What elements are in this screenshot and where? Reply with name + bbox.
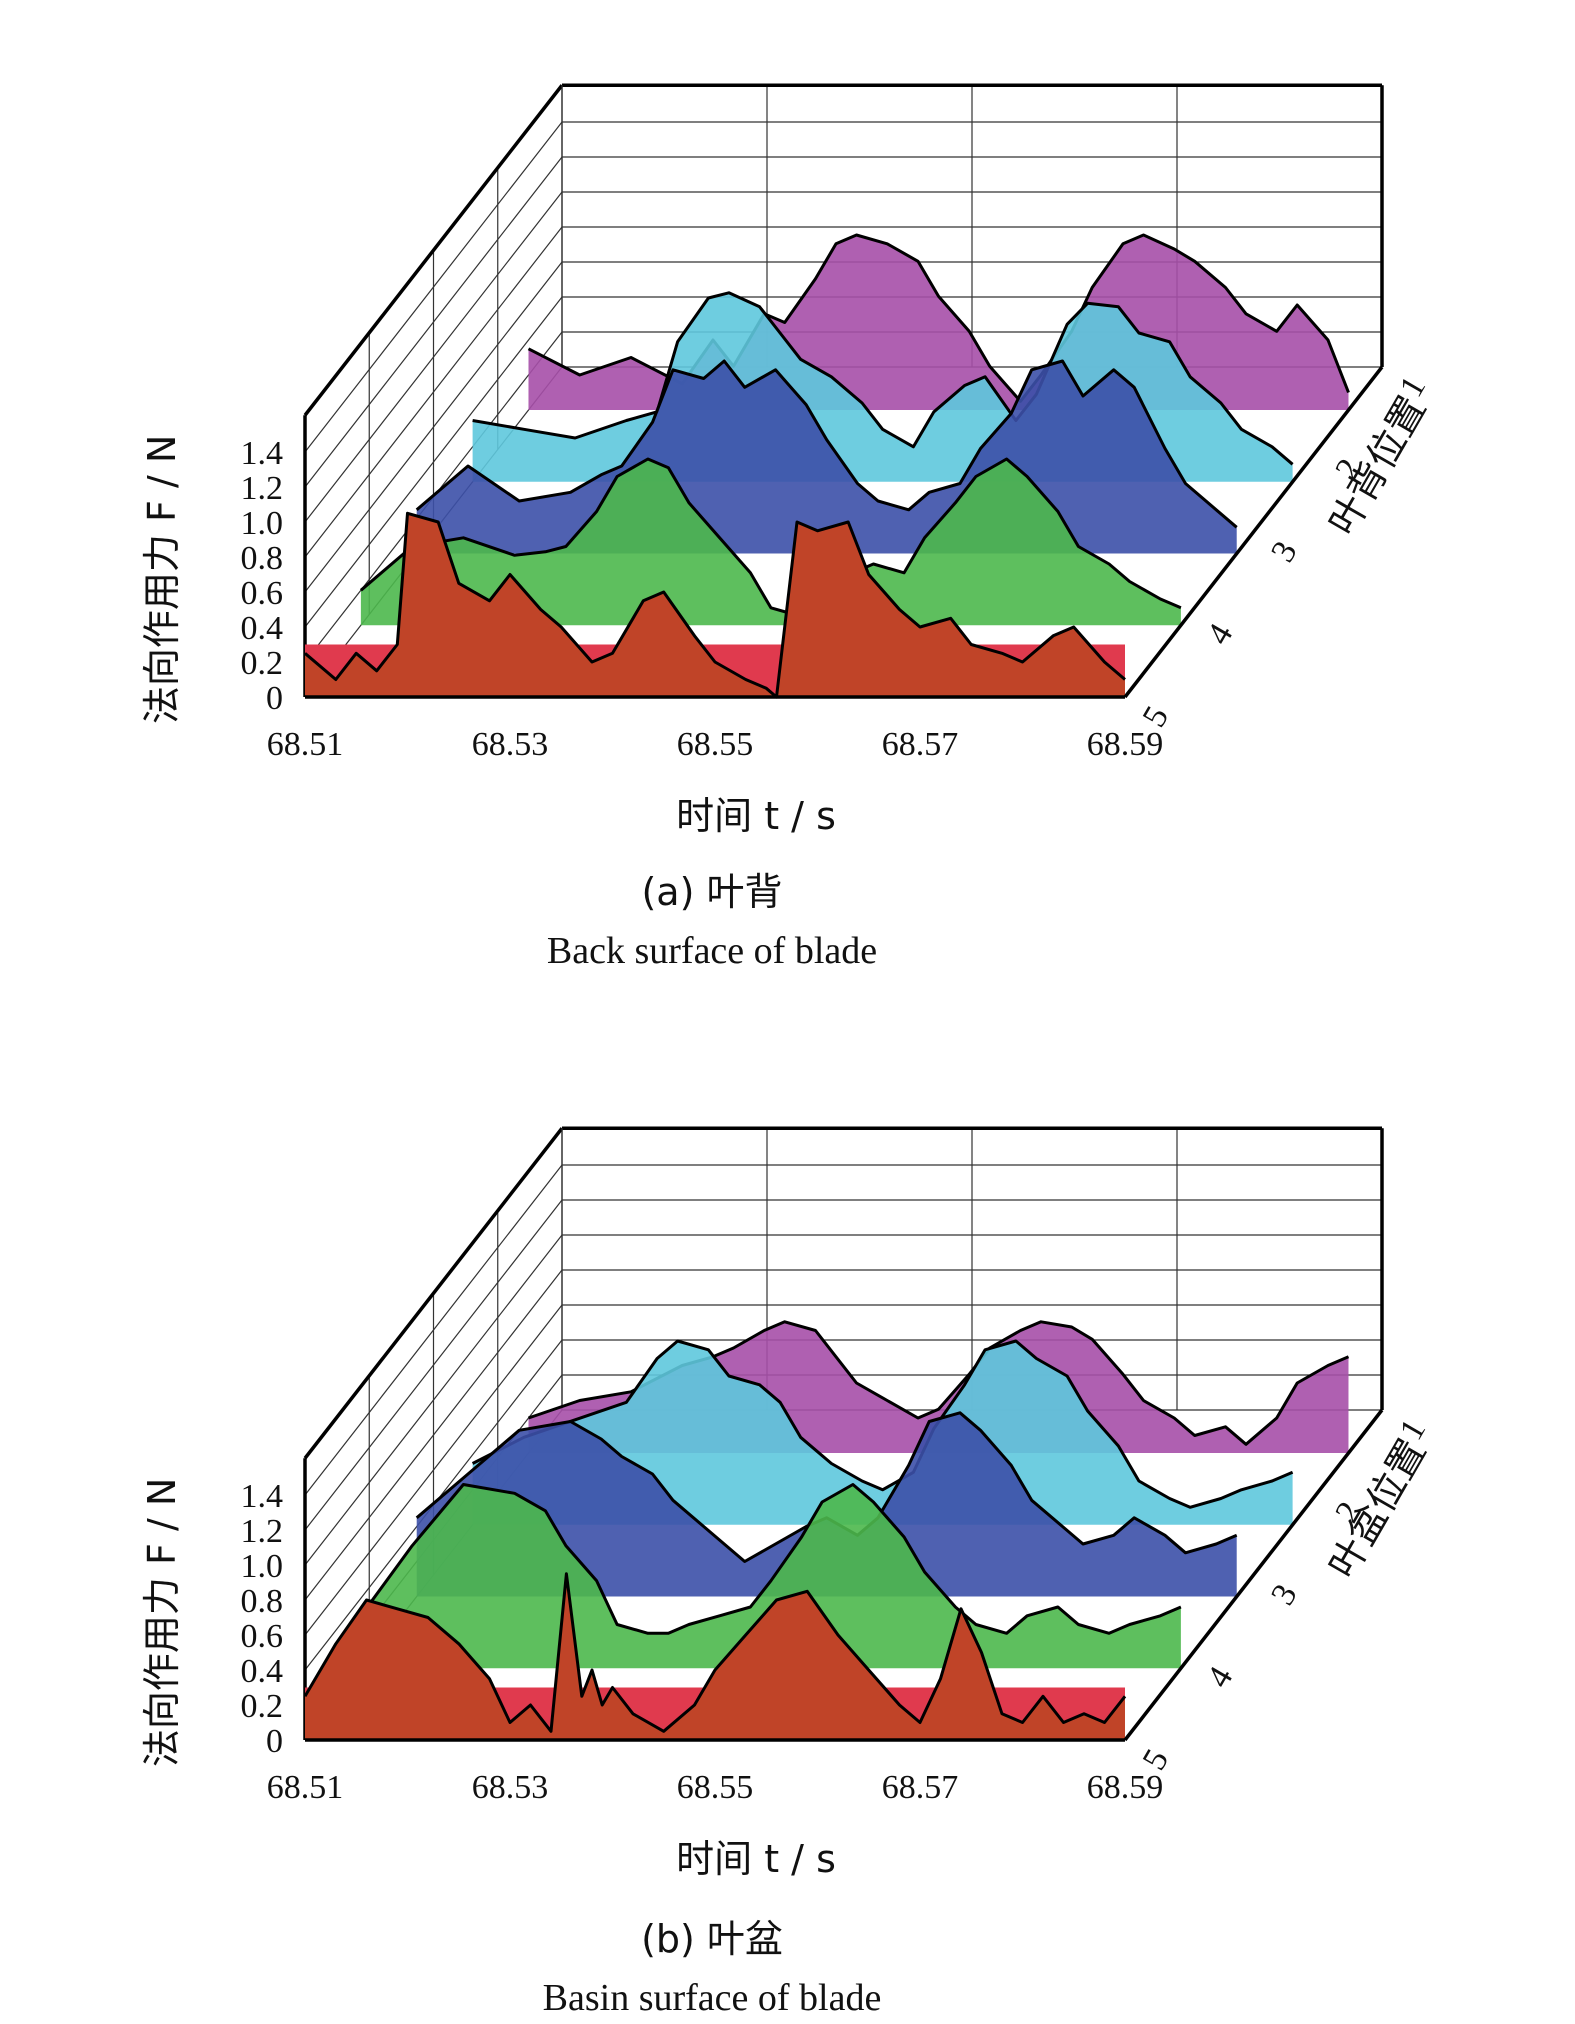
x-tick-label: 68.53: [472, 726, 549, 763]
x-tick-label: 68.51: [267, 1769, 344, 1806]
series-line: [415, 359, 1238, 529]
x-tick-label: 68.51: [267, 726, 344, 763]
y-tick-label: 0.4: [241, 610, 284, 647]
grid-line: [304, 1304, 563, 1636]
series-line: [303, 1572, 1127, 1733]
y-axis-title: 法向作用力 F / N: [140, 435, 184, 724]
frame-edge: [303, 84, 564, 417]
series-1: [527, 233, 1350, 411]
x-axis-title: 时间 t / s: [676, 1837, 836, 1881]
grid-line: [304, 1199, 563, 1531]
y-tick-label: 0: [266, 1723, 283, 1760]
series-line: [359, 1483, 1182, 1635]
series-line: [304, 511, 1126, 699]
grid-line: [304, 261, 563, 593]
series-line: [472, 291, 1294, 466]
y-tick-label: 0.8: [241, 540, 284, 577]
x-axis-title: 时间 t / s: [676, 794, 836, 838]
y-tick-label: 0.6: [241, 1618, 284, 1655]
series-5: [304, 511, 1126, 699]
x-tick-label: 68.55: [677, 1769, 754, 1806]
grid-line: [304, 1234, 563, 1566]
series-area: [472, 1341, 1293, 1525]
caption-cn: (a) 叶背: [641, 870, 782, 914]
series-area: [360, 459, 1181, 626]
grid-line: [304, 296, 563, 628]
x-tick-label: 68.59: [1087, 1769, 1164, 1806]
y-tick-label: 1.0: [241, 1548, 284, 1585]
y-axis-title: 法向作用力 F / N: [140, 1478, 184, 1767]
grid-line: [304, 191, 563, 523]
chart-basin-surface: 68.51 68.53 68.55 68.57 68.5900.20.40.60.81.…: [140, 1126, 1434, 2019]
x-tick-label: 68.53: [472, 1769, 549, 1806]
caption-en: Basin surface of blade: [543, 1977, 882, 2019]
grid-line: [304, 1269, 563, 1601]
z-axis-line: [1123, 1408, 1384, 1742]
series-area: [305, 513, 1125, 697]
grid-line: [304, 1164, 563, 1496]
chart-back-surface: 68.51 68.53 68.55 68.57 68.5900.20.40.60.81.…: [140, 83, 1434, 972]
series-area: [416, 1412, 1237, 1597]
y-tick-label: 1.0: [241, 505, 284, 542]
y-tick-label: 1.4: [241, 1478, 284, 1515]
x-tick-label: 68.59: [1087, 726, 1164, 763]
grid-line: [304, 121, 563, 453]
series-area: [528, 235, 1349, 411]
grid-line: [304, 156, 563, 488]
series-5: [303, 1572, 1127, 1740]
y-tick-label: 1.2: [241, 470, 284, 507]
frame-edge: [303, 1127, 564, 1460]
z-tick-label: 3: [1264, 1578, 1305, 1611]
y-tick-label: 1.2: [241, 1513, 284, 1550]
z-tick-label: 4: [1200, 1661, 1241, 1694]
caption-cn: (b) 叶盆: [641, 1917, 783, 1961]
y-tick-label: 0.8: [241, 1583, 284, 1620]
grid-line: [304, 226, 563, 558]
y-tick-label: 0.4: [241, 1653, 284, 1690]
y-tick-label: 0.2: [241, 645, 284, 682]
y-tick-label: 0: [266, 680, 283, 717]
x-tick-label: 68.55: [677, 726, 754, 763]
z-axis-line: [1123, 365, 1384, 699]
z-tick-label: 4: [1200, 618, 1241, 651]
y-tick-label: 0.2: [241, 1688, 284, 1725]
caption-en: Back surface of blade: [547, 930, 877, 972]
x-tick-label: 68.57: [882, 726, 959, 763]
z-tick-label: 3: [1264, 535, 1305, 568]
y-tick-label: 1.4: [241, 435, 284, 472]
y-tick-label: 0.6: [241, 575, 284, 612]
x-tick-label: 68.57: [882, 1769, 959, 1806]
